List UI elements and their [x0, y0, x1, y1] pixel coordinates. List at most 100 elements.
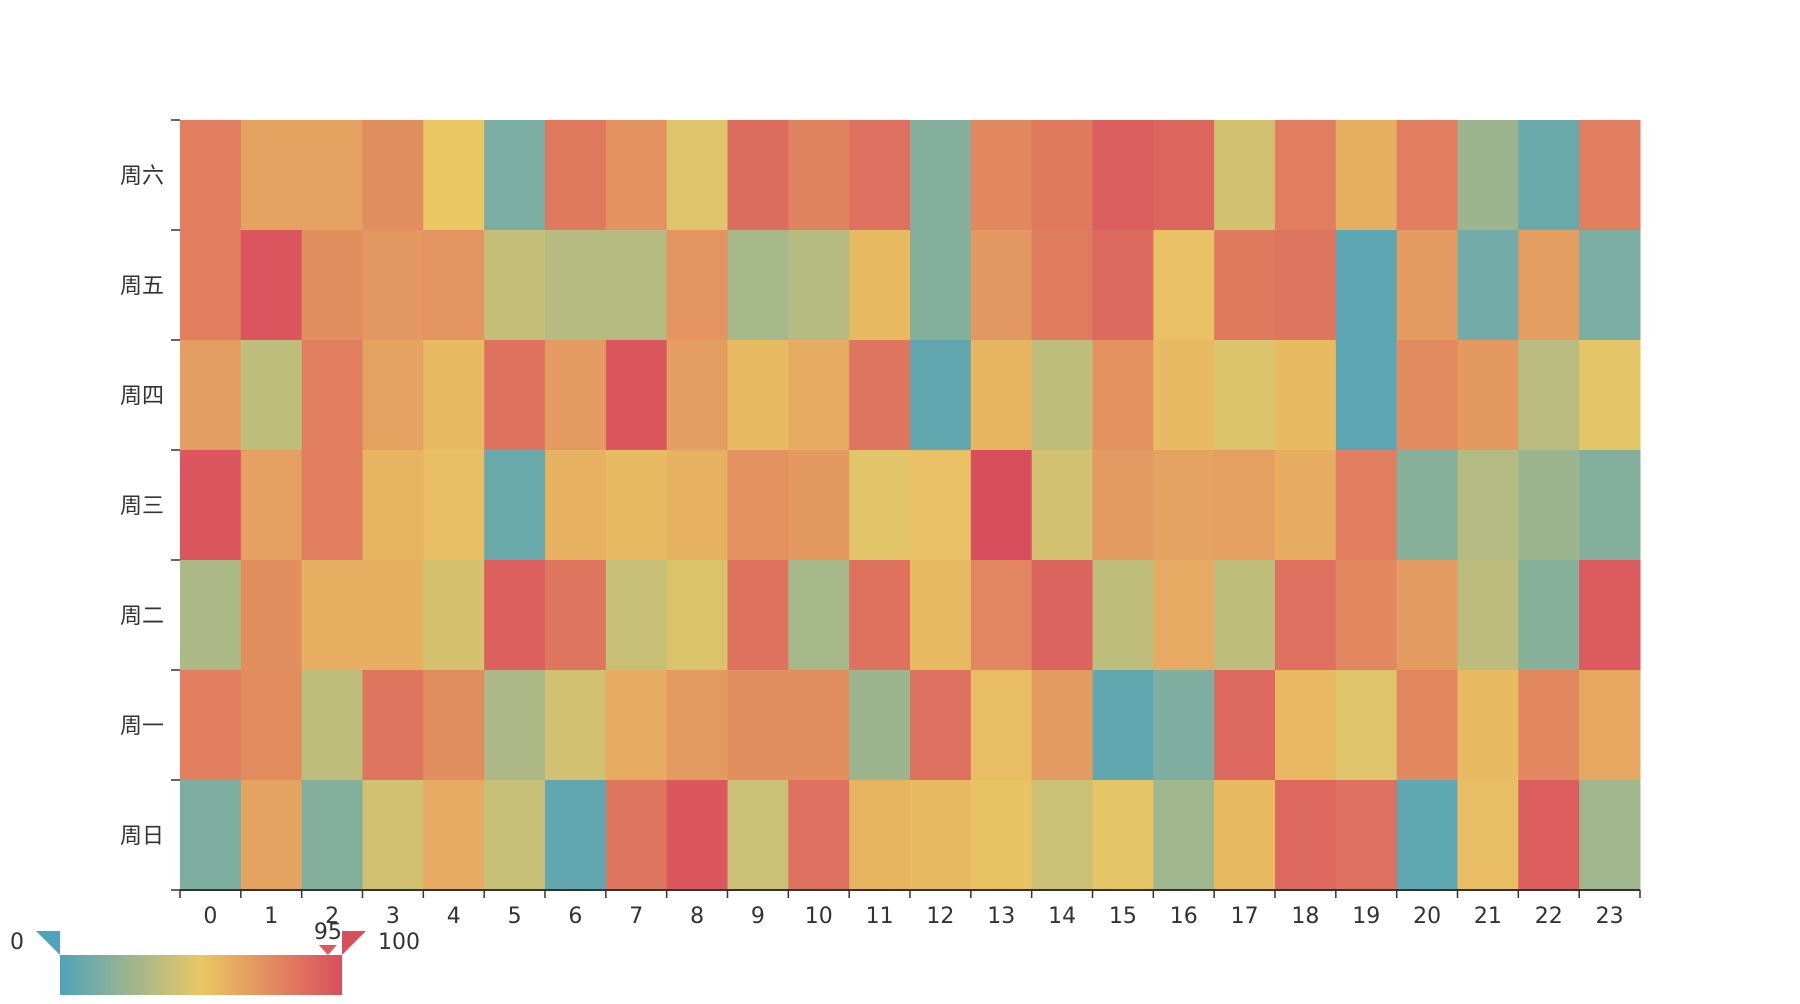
heatmap-cell[interactable] [910, 560, 972, 671]
heatmap-cell[interactable] [1214, 230, 1276, 341]
heatmap-cell[interactable] [970, 560, 1033, 671]
heatmap-cell[interactable] [1518, 120, 1580, 231]
heatmap-cell[interactable] [910, 340, 972, 451]
heatmap-cell[interactable] [1092, 780, 1154, 891]
heatmap-cell[interactable] [1153, 780, 1215, 891]
heatmap-cell[interactable] [362, 780, 424, 891]
heatmap-cell[interactable] [1153, 340, 1215, 451]
heatmap-cell[interactable] [788, 670, 850, 781]
heatmap-cell[interactable] [788, 340, 850, 451]
heatmap-cell[interactable] [362, 230, 424, 341]
heatmap-cell[interactable] [1457, 450, 1519, 561]
heatmap-cell[interactable] [727, 340, 789, 451]
heatmap-cell[interactable] [301, 450, 363, 561]
heatmap-cell[interactable] [1092, 450, 1154, 561]
heatmap-cell[interactable] [849, 120, 911, 231]
heatmap-cell[interactable] [180, 780, 242, 891]
heatmap-cell[interactable] [1275, 780, 1337, 891]
heatmap-cell[interactable] [788, 120, 850, 231]
heatmap-cell[interactable] [362, 340, 424, 451]
heatmap-cell[interactable] [1153, 230, 1215, 341]
heatmap-cell[interactable] [545, 120, 607, 231]
heatmap-cell[interactable] [1031, 450, 1093, 561]
heatmap-cell[interactable] [970, 120, 1033, 231]
heatmap-cell[interactable] [1092, 560, 1154, 671]
heatmap-cell[interactable] [666, 560, 728, 671]
heatmap-cell[interactable] [423, 120, 485, 231]
heatmap-cell[interactable] [301, 340, 363, 451]
heatmap-cell[interactable] [1153, 670, 1215, 781]
heatmap-cell[interactable] [849, 340, 911, 451]
heatmap-cell[interactable] [240, 670, 303, 781]
heatmap-cell[interactable] [605, 780, 668, 891]
heatmap-cell[interactable] [849, 230, 911, 341]
heatmap-cell[interactable] [1518, 780, 1580, 891]
heatmap-cell[interactable] [1153, 450, 1215, 561]
heatmap-cell[interactable] [484, 120, 546, 231]
heatmap-cell[interactable] [970, 340, 1033, 451]
heatmap-cell[interactable] [1031, 120, 1093, 231]
heatmap-cell[interactable] [240, 780, 303, 891]
heatmap-cell[interactable] [1518, 230, 1580, 341]
heatmap-cell[interactable] [301, 670, 363, 781]
heatmap-cell[interactable] [1396, 450, 1458, 561]
heatmap-cell[interactable] [1275, 670, 1337, 781]
heatmap-cell[interactable] [1275, 450, 1337, 561]
heatmap-cell[interactable] [727, 450, 789, 561]
heatmap-cell[interactable] [423, 340, 485, 451]
heatmap-cell[interactable] [1335, 120, 1398, 231]
heatmap-cell[interactable] [605, 560, 668, 671]
heatmap-cell[interactable] [1092, 670, 1154, 781]
heatmap-cell[interactable] [910, 450, 972, 561]
heatmap-cell[interactable] [1396, 780, 1458, 891]
heatmap-cell[interactable] [545, 230, 607, 341]
heatmap-cell[interactable] [240, 120, 303, 231]
heatmap-cell[interactable] [1275, 120, 1337, 231]
heatmap-cell[interactable] [727, 670, 789, 781]
heatmap-cell[interactable] [1031, 340, 1093, 451]
heatmap-cell[interactable] [605, 670, 668, 781]
heatmap-cell[interactable] [1275, 340, 1337, 451]
heatmap-cell[interactable] [423, 450, 485, 561]
heatmap-cell[interactable] [240, 450, 303, 561]
heatmap-cell[interactable] [849, 780, 911, 891]
heatmap-cell[interactable] [545, 670, 607, 781]
heatmap-cell[interactable] [910, 230, 972, 341]
heatmap-cell[interactable] [180, 450, 242, 561]
heatmap-cell[interactable] [1396, 340, 1458, 451]
heatmap-cell[interactable] [1457, 340, 1519, 451]
heatmap-cell[interactable] [1214, 560, 1276, 671]
heatmap-cell[interactable] [484, 780, 546, 891]
heatmap-cell[interactable] [545, 780, 607, 891]
heatmap-cell[interactable] [788, 230, 850, 341]
heatmap-cell[interactable] [1031, 670, 1093, 781]
heatmap-cell[interactable] [484, 670, 546, 781]
heatmap-cell[interactable] [362, 670, 424, 781]
heatmap-cell[interactable] [1579, 670, 1641, 781]
heatmap-cell[interactable] [484, 340, 546, 451]
heatmap-cell[interactable] [1518, 670, 1580, 781]
heatmap-cell[interactable] [970, 230, 1033, 341]
heatmap-cell[interactable] [849, 450, 911, 561]
heatmap-cell[interactable] [1396, 120, 1458, 231]
heatmap-cell[interactable] [1335, 230, 1398, 341]
heatmap-cell[interactable] [1457, 670, 1519, 781]
heatmap-cell[interactable] [180, 560, 242, 671]
heatmap-cell[interactable] [180, 340, 242, 451]
heatmap-cell[interactable] [240, 340, 303, 451]
heatmap-cell[interactable] [788, 780, 850, 891]
visual-map[interactable]: 95 0 100 [10, 920, 420, 995]
heatmap-cell[interactable] [1579, 560, 1641, 671]
heatmap-cell[interactable] [545, 560, 607, 671]
heatmap-cell[interactable] [605, 120, 668, 231]
heatmap-cell[interactable] [423, 780, 485, 891]
heatmap-cell[interactable] [910, 670, 972, 781]
heatmap-cell[interactable] [545, 450, 607, 561]
heatmap-cell[interactable] [1335, 340, 1398, 451]
heatmap-cell[interactable] [362, 560, 424, 671]
heatmap-cell[interactable] [605, 230, 668, 341]
heatmap-cell[interactable] [727, 560, 789, 671]
heatmap-cell[interactable] [1153, 120, 1215, 231]
visual-map-bar[interactable] [60, 955, 342, 995]
heatmap-cell[interactable] [1335, 450, 1398, 561]
